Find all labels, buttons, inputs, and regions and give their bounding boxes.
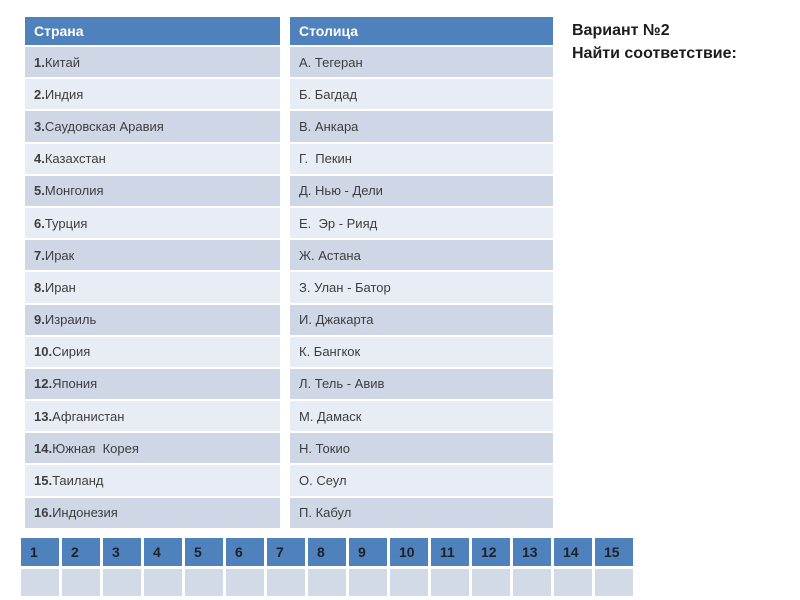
- country-name: Саудовская Аравия: [44, 118, 164, 134]
- country-cell: 10. Сирия: [25, 336, 280, 367]
- row-number: 5.: [34, 183, 45, 199]
- country-cell: 8. Иран: [25, 272, 280, 303]
- country-capital-table: Страна Столица 1. Китай А. Тегеран 2. Инди…: [25, 17, 553, 528]
- capital-cell: Б. Багдад: [290, 79, 553, 110]
- capital-cell: Е. Эр - Рияд: [290, 207, 553, 239]
- answer-input-cell[interactable]: [185, 569, 223, 596]
- row-number: 13.: [34, 408, 53, 424]
- country-cell: 6. Турция: [25, 207, 280, 239]
- capital-cell: К. Бангкок: [290, 336, 553, 367]
- capital-cell: П. Кабул: [290, 497, 553, 528]
- country-cell: 4. Казахстан: [25, 143, 280, 174]
- row-number: 15.: [34, 473, 53, 489]
- country-cell: 9. Израиль: [25, 304, 280, 335]
- country-name: Индия: [44, 86, 84, 102]
- capital-cell: А. Тегеран: [290, 47, 553, 78]
- country-name: Иран: [44, 279, 76, 295]
- row-number: 14.: [34, 440, 53, 456]
- answer-input-cell[interactable]: [103, 569, 141, 596]
- row-number: 2.: [34, 86, 45, 102]
- answer-input-cell[interactable]: [595, 569, 633, 596]
- row-number: 12.: [34, 376, 53, 392]
- answer-input-cell[interactable]: [308, 569, 346, 596]
- answer-input-cell[interactable]: [431, 569, 469, 596]
- country-name: Сирия: [52, 344, 91, 360]
- country-cell: 5. Монголия: [25, 175, 280, 206]
- row-number: 4.: [34, 151, 45, 167]
- country-name: Турция: [44, 215, 88, 231]
- capital-cell: О. Сеул: [290, 465, 553, 496]
- capital-cell: З. Улан - Батор: [290, 272, 553, 303]
- country-name: Индонезия: [52, 505, 118, 521]
- country-name: Япония: [52, 376, 98, 392]
- answer-grid-number: 3: [103, 538, 141, 566]
- answer-grid-number: 7: [267, 538, 305, 566]
- capital-cell: Г. Пекин: [290, 143, 553, 174]
- answer-grid-number: 5: [185, 538, 223, 566]
- capital-cell: М. Дамаск: [290, 401, 553, 432]
- answer-grid-number: 4: [144, 538, 182, 566]
- answer-input-cell[interactable]: [472, 569, 510, 596]
- row-number: 1.: [34, 54, 45, 70]
- country-cell: 13. Афганистан: [25, 401, 280, 432]
- country-cell: 15. Таиланд: [25, 465, 280, 496]
- country-name: Казахстан: [44, 151, 106, 167]
- country-cell: 7. Ирак: [25, 240, 280, 271]
- capital-cell: Н. Токио: [290, 433, 553, 464]
- country-cell: 3. Саудовская Аравия: [25, 111, 280, 142]
- answer-grid-number: 2: [62, 538, 100, 566]
- row-number: 8.: [34, 279, 45, 295]
- country-name: Монголия: [44, 183, 104, 199]
- capital-cell: В. Анкара: [290, 111, 553, 142]
- answer-grid-number: 11: [431, 538, 469, 566]
- variant-number: Вариант №2: [572, 22, 670, 39]
- answer-input-cell[interactable]: [144, 569, 182, 596]
- country-cell: 12. Япония: [25, 368, 280, 400]
- answer-input-cell[interactable]: [554, 569, 592, 596]
- capital-cell: Л. Тель - Авив: [290, 368, 553, 400]
- country-cell: 14. Южная Корея: [25, 433, 280, 464]
- country-name: Южная Корея: [52, 440, 139, 456]
- answer-grid-number: 14: [554, 538, 592, 566]
- answer-input-cell[interactable]: [390, 569, 428, 596]
- answer-grid-number: 8: [308, 538, 346, 566]
- answer-input-cell[interactable]: [513, 569, 551, 596]
- row-number: 16.: [34, 505, 53, 521]
- answer-input-cell[interactable]: [349, 569, 387, 596]
- variant-heading: Вариант №2 Найти соответствие:: [572, 19, 737, 65]
- answer-grid: 1 2 3 4 5 6 7 8 9 10 11 12 13 14 15: [21, 538, 633, 596]
- country-name: Ирак: [44, 247, 75, 263]
- answer-grid-number: 15: [595, 538, 633, 566]
- country-name: Таиланд: [52, 473, 104, 489]
- row-number: 3.: [34, 118, 45, 134]
- answer-grid-number: 9: [349, 538, 387, 566]
- column-header-country: Страна: [25, 17, 280, 45]
- capital-cell: Д. Нью - Дели: [290, 175, 553, 206]
- country-name: Китай: [44, 54, 80, 70]
- answer-input-cell[interactable]: [62, 569, 100, 596]
- country-name: Афганистан: [52, 408, 125, 424]
- row-number: 10.: [34, 344, 53, 360]
- country-cell: 1. Китай: [25, 47, 280, 78]
- capital-cell: Ж. Астана: [290, 240, 553, 271]
- answer-grid-number: 1: [21, 538, 59, 566]
- column-header-capital: Столица: [290, 17, 553, 45]
- answer-input-cell[interactable]: [267, 569, 305, 596]
- country-name: Израиль: [44, 312, 97, 328]
- country-cell: 16. Индонезия: [25, 497, 280, 528]
- country-cell: 2. Индия: [25, 79, 280, 110]
- answer-input-cell[interactable]: [226, 569, 264, 596]
- answer-grid-number: 13: [513, 538, 551, 566]
- row-number: 7.: [34, 247, 45, 263]
- task-instruction: Найти соответствие:: [572, 45, 737, 62]
- answer-grid-number: 6: [226, 538, 264, 566]
- capital-cell: И. Джакарта: [290, 304, 553, 335]
- row-number: 9.: [34, 312, 45, 328]
- answer-grid-number: 12: [472, 538, 510, 566]
- answer-grid-number: 10: [390, 538, 428, 566]
- answer-input-cell[interactable]: [21, 569, 59, 596]
- row-number: 6.: [34, 215, 45, 231]
